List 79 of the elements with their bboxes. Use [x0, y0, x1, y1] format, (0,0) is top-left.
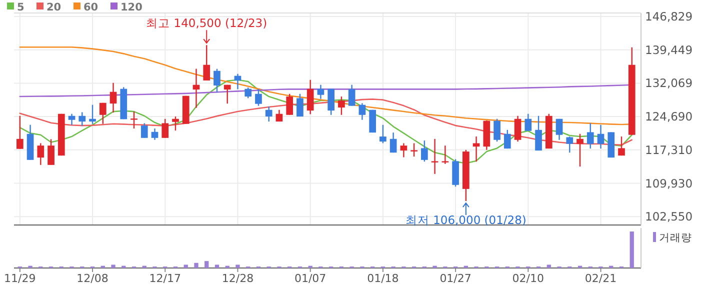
candlestick — [306, 79, 314, 115]
y-tick-label: 117,310 — [645, 142, 693, 157]
candlestick — [328, 88, 334, 116]
bar — [111, 264, 116, 268]
candlestick — [348, 84, 356, 106]
candlestick — [472, 136, 480, 162]
x-tick-label: 12/28 — [222, 272, 254, 285]
candlestick — [140, 122, 148, 138]
candlestick — [556, 118, 563, 140]
candlestick — [48, 138, 54, 166]
bar — [236, 264, 240, 268]
candlestick — [203, 44, 210, 82]
candlestick — [286, 93, 294, 116]
candlestick — [234, 73, 242, 90]
y-tick-label: 109,930 — [645, 176, 693, 190]
candlestick — [99, 102, 106, 124]
candlestick — [224, 84, 231, 104]
candlestick — [442, 144, 449, 165]
legend-label: 20 — [46, 2, 62, 14]
candlestick — [265, 106, 272, 122]
legend-label: 거래량 — [659, 232, 692, 244]
candlestick — [535, 115, 542, 152]
candlestick — [317, 84, 324, 100]
x-tick-label: 12/08 — [76, 272, 108, 285]
candlestick — [566, 136, 574, 154]
candlestick — [151, 128, 158, 140]
candlestick — [431, 138, 438, 175]
bar — [194, 262, 198, 268]
candlestick — [400, 142, 408, 158]
bar — [204, 261, 209, 268]
candlestick — [89, 104, 96, 124]
candlestick — [576, 133, 584, 168]
candlestick — [504, 129, 511, 150]
candlestick — [214, 68, 220, 94]
bar — [184, 264, 188, 268]
legend-label: 60 — [84, 2, 98, 14]
legend-label: 120 — [120, 2, 142, 14]
y-tick-label: 146,829 — [645, 9, 693, 24]
x-tick-label: 01/07 — [294, 272, 326, 285]
y-tick-label: 139,449 — [645, 42, 693, 57]
candlestick — [514, 115, 522, 142]
bar — [214, 264, 220, 268]
candlestick — [78, 112, 86, 126]
candlestick — [162, 118, 169, 138]
candlestick — [410, 142, 418, 158]
candlestick — [494, 118, 500, 142]
x-tick-label: 01/27 — [440, 272, 472, 285]
y-tick-label: 132,069 — [645, 76, 693, 90]
candlestick — [524, 113, 532, 132]
candlestick — [618, 136, 625, 156]
y-tick-label: 124,690 — [645, 110, 693, 124]
candlestick — [380, 124, 386, 144]
candlestick — [452, 158, 459, 188]
candlestick — [16, 115, 24, 150]
candlestick — [597, 124, 604, 150]
candlestick — [68, 113, 76, 126]
y-tick-label: 102,550 — [645, 210, 693, 224]
bar — [546, 264, 551, 268]
x-tick-label: 02/21 — [584, 272, 617, 285]
candlestick — [172, 116, 179, 132]
legend-label: 5 — [17, 2, 24, 14]
candlestick — [390, 132, 397, 154]
candlestick — [421, 140, 428, 162]
candlestick — [358, 102, 366, 120]
annotation: 최저 106,000 (01/28) — [405, 213, 526, 228]
candlestick — [37, 142, 44, 166]
annotation: 최고 140,500 (12/23) — [146, 16, 268, 30]
candlestick — [192, 68, 200, 108]
candlestick — [255, 88, 262, 106]
candlestick — [338, 96, 345, 116]
candlestick — [244, 86, 252, 99]
x-tick-label: 01/18 — [367, 272, 399, 285]
x-tick-label: 02/10 — [512, 272, 544, 285]
candlestick — [110, 82, 117, 114]
bar — [630, 232, 634, 268]
x-tick-label: 11/29 — [4, 272, 36, 285]
candlestick — [586, 122, 594, 150]
x-tick-label: 12/17 — [149, 272, 181, 285]
candlestick — [296, 93, 304, 118]
